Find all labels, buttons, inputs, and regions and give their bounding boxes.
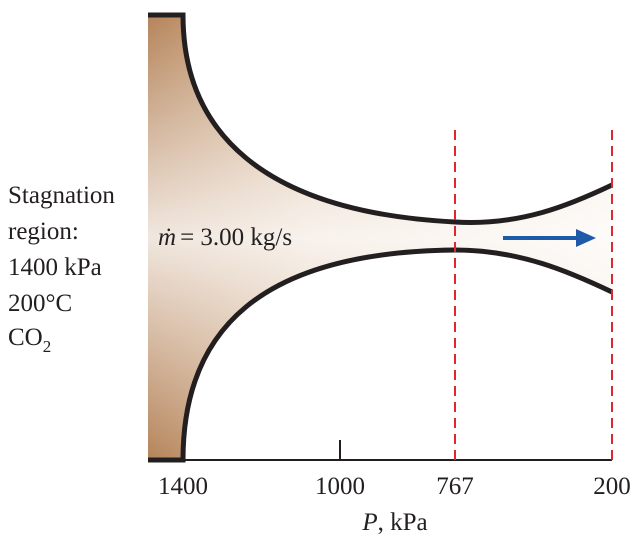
tick-label: 200 — [593, 473, 631, 500]
stagnation-line: Stagnation — [8, 182, 115, 209]
tick-label: 767 — [436, 473, 474, 500]
flow-value: = 3.00 kg/s — [180, 224, 292, 251]
flow-symbol: ṁ — [158, 224, 176, 251]
nozzle-lower-wall — [148, 247, 614, 463]
axis-label: P, kPa — [361, 509, 427, 536]
nozzle-highlight — [148, 15, 612, 460]
gas-formula: CO — [8, 324, 43, 351]
gas-label: CO2 — [8, 324, 51, 356]
tick-label: 1400 — [158, 473, 208, 500]
axis-variable: P — [361, 509, 377, 536]
flow-arrowhead — [576, 229, 596, 247]
flow-label: ṁ = 3.00 kg/s — [158, 224, 292, 251]
gas-subscript: 2 — [43, 337, 52, 356]
stagnation-line: 200°C — [8, 290, 72, 317]
tick-label: 1000 — [315, 473, 365, 500]
stagnation-line: region: — [8, 218, 79, 245]
axis-unit: , kPa — [378, 509, 428, 536]
nozzle-upper-wall — [148, 12, 614, 225]
stagnation-line: 1400 kPa — [8, 254, 102, 281]
